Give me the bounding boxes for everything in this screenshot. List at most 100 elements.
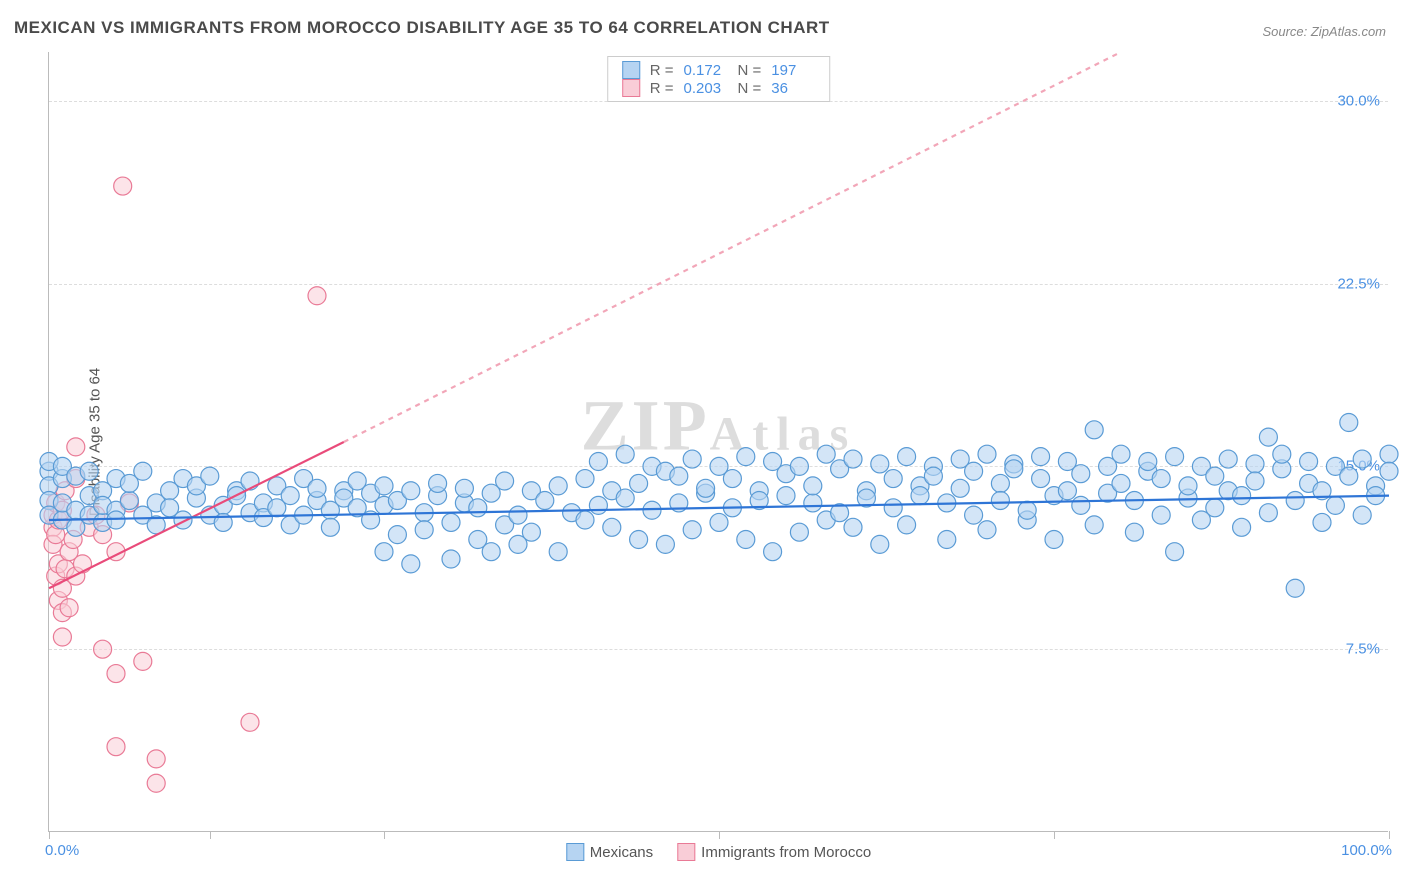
data-point — [1179, 477, 1197, 495]
data-point — [804, 494, 822, 512]
data-point — [94, 640, 112, 658]
plot-area: Disability Age 35 to 64 ZIPAtlas 7.5%15.… — [48, 52, 1388, 832]
data-point — [469, 499, 487, 517]
data-point — [147, 774, 165, 792]
data-point — [844, 450, 862, 468]
legend-label-mexicans: Mexicans — [590, 844, 653, 861]
data-point — [978, 445, 996, 463]
stat-n-label: N = — [738, 80, 762, 97]
data-point — [790, 457, 808, 475]
data-point — [415, 521, 433, 539]
data-point — [670, 467, 688, 485]
data-point — [67, 438, 85, 456]
data-point — [710, 513, 728, 531]
data-point — [107, 665, 125, 683]
data-point — [777, 487, 795, 505]
data-point — [74, 555, 92, 573]
data-point — [603, 518, 621, 536]
data-point — [737, 531, 755, 549]
data-point — [174, 511, 192, 529]
data-point — [576, 470, 594, 488]
data-point — [991, 492, 1009, 510]
swatch-mexicans — [622, 61, 640, 79]
stats-legend-box: R = 0.172 N = 197 R = 0.203 N = 36 — [607, 56, 831, 102]
data-point — [482, 543, 500, 561]
data-point — [1032, 448, 1050, 466]
data-point — [1353, 450, 1371, 468]
x-tick — [1054, 831, 1055, 839]
data-point — [549, 477, 567, 495]
data-point — [871, 535, 889, 553]
bottom-legend: Mexicans Immigrants from Morocco — [566, 843, 871, 861]
data-point — [683, 521, 701, 539]
data-point — [1152, 470, 1170, 488]
data-point — [107, 738, 125, 756]
legend-item-morocco: Immigrants from Morocco — [677, 843, 871, 861]
data-point — [536, 492, 554, 510]
data-point — [1340, 467, 1358, 485]
data-point — [898, 448, 916, 466]
data-point — [281, 487, 299, 505]
data-point — [241, 472, 259, 490]
swatch-morocco — [677, 843, 695, 861]
stat-r-label: R = — [650, 80, 674, 97]
data-point — [589, 453, 607, 471]
data-point — [308, 479, 326, 497]
data-point — [643, 501, 661, 519]
data-point — [402, 482, 420, 500]
data-point — [790, 523, 808, 541]
data-point — [1326, 496, 1344, 514]
data-point — [965, 462, 983, 480]
stat-r-label: R = — [650, 62, 674, 79]
data-point — [898, 516, 916, 534]
swatch-morocco — [622, 79, 640, 97]
data-point — [1166, 448, 1184, 466]
data-point — [321, 518, 339, 536]
legend-label-morocco: Immigrants from Morocco — [701, 844, 871, 861]
data-point — [1313, 513, 1331, 531]
data-point — [965, 506, 983, 524]
data-point — [1219, 450, 1237, 468]
data-point — [1259, 428, 1277, 446]
data-point — [1380, 462, 1398, 480]
data-point — [1058, 482, 1076, 500]
data-point — [911, 487, 929, 505]
data-point — [402, 555, 420, 573]
swatch-mexicans — [566, 843, 584, 861]
data-point — [616, 445, 634, 463]
x-tick — [49, 831, 50, 839]
data-point — [442, 513, 460, 531]
data-point — [764, 543, 782, 561]
data-point — [1233, 518, 1251, 536]
data-point — [737, 448, 755, 466]
data-point — [509, 506, 527, 524]
stat-n-label: N = — [738, 62, 762, 79]
data-point — [375, 477, 393, 495]
data-point — [201, 467, 219, 485]
data-point — [1300, 453, 1318, 471]
data-point — [1273, 445, 1291, 463]
data-point — [630, 474, 648, 492]
source-label: Source: ZipAtlas.com — [1262, 24, 1386, 39]
data-point — [1139, 453, 1157, 471]
data-point — [924, 467, 942, 485]
data-point — [1166, 543, 1184, 561]
data-point — [455, 479, 473, 497]
data-point — [991, 474, 1009, 492]
data-point — [1380, 445, 1398, 463]
data-point — [884, 470, 902, 488]
x-axis-max-label: 100.0% — [1341, 842, 1392, 859]
stat-r-morocco: 0.203 — [684, 80, 728, 97]
data-point — [844, 518, 862, 536]
stat-n-morocco: 36 — [771, 80, 815, 97]
data-point — [723, 470, 741, 488]
x-tick — [1389, 831, 1390, 839]
data-point — [697, 479, 715, 497]
data-point — [1246, 472, 1264, 490]
data-point — [1340, 414, 1358, 432]
data-point — [1286, 492, 1304, 510]
data-point — [147, 750, 165, 768]
data-point — [1112, 445, 1130, 463]
data-point — [1018, 501, 1036, 519]
data-point — [938, 531, 956, 549]
